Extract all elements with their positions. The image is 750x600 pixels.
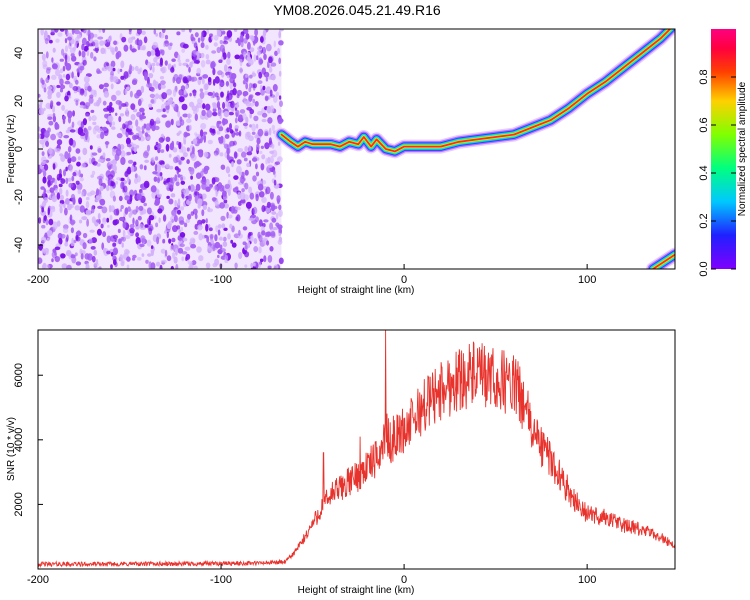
snr-y-tick: 2000 [13,492,43,517]
colorbar-tick: 0.6 [698,117,736,133]
spectrogram-x-tick: 100 [578,264,596,286]
spectrogram-x-tick: 0 [401,264,407,286]
spectrogram-x-tick: -100 [210,264,232,286]
colorbar-tick: 0.0 [698,261,736,277]
snr-y-axis-label: SNR (10 * v/v) [6,417,17,481]
svg-text:0.8: 0.8 [698,69,710,84]
svg-text:0: 0 [401,274,407,286]
snr-x-tick: -100 [210,564,232,586]
colorbar-tick: 0.4 [698,165,736,181]
snr-y-tick: 6000 [13,363,43,387]
spectrogram-y-tick: 0 [13,146,43,152]
spectrogram-y-tick: -20 [13,189,43,205]
spectrogram-y-axis-label: Frequency (Hz) [6,115,17,184]
colorbar-ticks: 0.0 0.2 0.4 0.6 0.8 [698,69,736,277]
svg-text:-200: -200 [27,574,49,586]
svg-text:0.4: 0.4 [698,165,710,180]
svg-text:6000: 6000 [13,363,25,387]
snr-series-line [38,330,675,569]
spectrogram-y-ticks: -40 -20 0 20 40 [13,47,43,253]
spectrogram-wrap-ridge [646,247,675,269]
svg-text:0.2: 0.2 [698,213,710,228]
snr-y-ticks: 2000 4000 6000 [13,363,43,517]
svg-text:0: 0 [13,146,25,152]
svg-text:-20: -20 [13,189,25,205]
spectrogram-noise-speckle [38,29,284,269]
svg-text:2000: 2000 [13,492,25,516]
snr-x-ticks: -200 -100 0 100 [27,564,596,586]
spectrogram-y-tick: -40 [13,237,43,253]
colorbar: 0.0 0.2 0.4 0.6 0.8 Normalized spectral ampl… [698,29,748,277]
snr-plot-area [38,330,675,569]
svg-text:0.6: 0.6 [698,117,710,132]
svg-text:4000: 4000 [13,428,25,452]
svg-text:40: 40 [13,47,25,59]
svg-text:-100: -100 [210,274,232,286]
svg-text:-200: -200 [27,274,49,286]
snr-x-axis-label: Height of straight line (km) [298,585,415,596]
spectrogram-x-tick: -200 [27,264,49,286]
spectrogram-ridge [274,29,675,159]
snr-x-tick: 100 [578,564,596,586]
svg-text:-40: -40 [13,237,25,253]
spectrogram-y-tick: 20 [13,95,43,107]
figure-title: YM08.2026.045.21.49.R16 [273,2,441,18]
colorbar-gradient [711,29,736,269]
snr-y-tick: 4000 [13,428,43,452]
svg-text:100: 100 [578,274,596,286]
spectrogram-x-ticks: -200 -100 0 100 [27,264,596,286]
svg-text:0: 0 [401,574,407,586]
colorbar-tick: 0.8 [698,69,736,85]
svg-text:20: 20 [13,95,25,107]
svg-text:0.0: 0.0 [698,261,710,276]
snr-frame [37,329,676,570]
colorbar-label: Normalized spectral amplitude [737,81,748,216]
spectrogram-plot-area [38,29,675,269]
svg-text:-100: -100 [210,574,232,586]
spectrogram-x-axis-label: Height of straight line (km) [298,285,415,296]
svg-text:100: 100 [578,574,596,586]
spectrogram-y-tick: 40 [13,47,43,59]
snr-x-tick: -200 [27,564,49,586]
colorbar-tick: 0.2 [698,213,736,229]
snr-panel: -200 -100 0 100 2000 4000 6000 Height of stra… [6,329,676,596]
snr-x-tick: 0 [401,564,407,586]
